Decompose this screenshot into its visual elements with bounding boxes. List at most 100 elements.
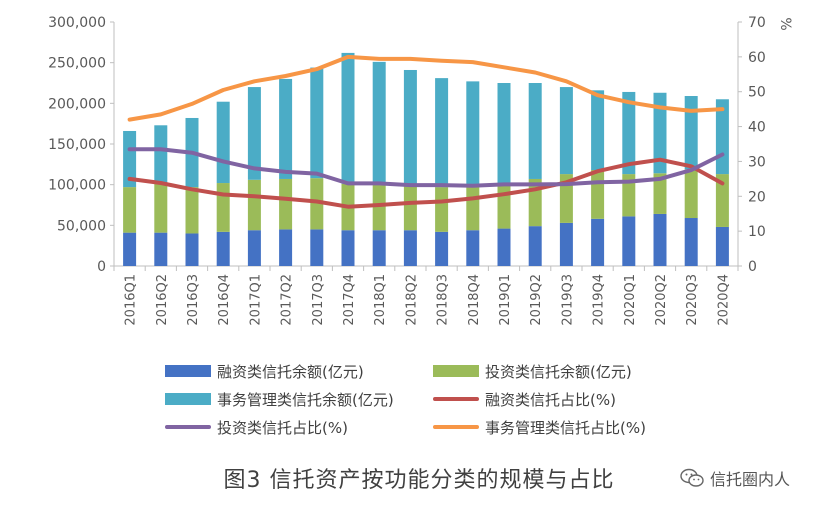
x-tick-label: 2017Q2	[280, 274, 295, 326]
y-right-tick-label: 60	[748, 50, 766, 66]
chart-legend: 融资类信托余额(亿元) 投资类信托余额(亿元) 事务管理类信托余额(亿元) 融资…	[165, 360, 705, 438]
bar-admin-balance	[123, 130, 137, 188]
bar-admin-balance	[216, 101, 230, 184]
y-left-tick-label: 100,000	[48, 178, 106, 194]
bar-financing-balance	[247, 230, 261, 266]
bar-financing-balance	[279, 229, 293, 266]
x-tick-label: 2019Q3	[560, 274, 575, 326]
y-right-tick-label: 0	[748, 259, 757, 275]
y-left-tick-label: 50,000	[57, 218, 106, 234]
bar-financing-balance	[528, 226, 542, 266]
bar-investment-balance	[684, 169, 698, 219]
legend-label-admin-balance: 事务管理类信托余额(亿元)	[217, 390, 394, 409]
bar-admin-balance	[154, 125, 168, 184]
bar-financing-balance	[310, 229, 324, 266]
chart-plot: 0 50,000 100,000 150,000 200,000 250,000 300,0…	[48, 15, 793, 326]
bar-investment-balance	[310, 178, 324, 230]
x-tick-label: 2020Q3	[685, 274, 700, 326]
bar-admin-balance	[372, 61, 386, 185]
watermark-text: 信托圈内人	[710, 470, 791, 489]
bar-investment-balance	[591, 170, 605, 219]
legend-swatch-financing-balance	[165, 365, 211, 377]
bar-financing-balance	[403, 230, 417, 266]
y-left-tick-label: 250,000	[48, 56, 106, 72]
x-tick-label: 2020Q1	[623, 274, 638, 326]
bar-financing-balance	[715, 226, 729, 266]
bar-admin-balance	[559, 87, 573, 175]
bar-admin-balance	[247, 87, 261, 180]
bar-investment-balance	[466, 185, 480, 231]
legend-item-admin-balance: 事务管理类信托余额(亿元)	[165, 388, 433, 410]
x-tick-label: 2016Q1	[124, 274, 139, 326]
bar-investment-balance	[372, 184, 386, 231]
y-right-tick-label: 10	[748, 224, 766, 240]
bar-admin-balance	[435, 78, 449, 188]
bar-financing-balance	[435, 231, 449, 266]
x-tick-label: 2017Q4	[342, 274, 357, 326]
bar-investment-balance	[403, 186, 417, 231]
x-tick-label: 2018Q2	[404, 274, 419, 326]
legend-label-financing-balance: 融资类信托余额(亿元)	[217, 362, 364, 381]
x-tick-label: 2018Q1	[373, 274, 388, 326]
bar-investment-balance	[247, 179, 261, 231]
bar-investment-balance	[715, 174, 729, 227]
line-financing-share	[127, 157, 725, 209]
y-right-tick-label: 30	[748, 154, 766, 170]
bar-investment-balance	[216, 183, 230, 232]
bar-admin-balance	[528, 83, 542, 179]
legend-swatch-admin-share	[433, 425, 479, 429]
bar-investment-balance	[559, 174, 573, 223]
bar-financing-balance	[591, 218, 605, 266]
legend-label-financing-share: 融资类信托占比(%)	[485, 390, 616, 409]
y-right-tick-label: 70	[748, 15, 766, 31]
watermark: 信托圈内人	[680, 463, 830, 493]
bar-investment-balance	[185, 187, 199, 234]
x-tick-label: 2020Q4	[716, 274, 731, 326]
bar-investment-balance	[435, 187, 449, 232]
y-right-tick-label: 50	[748, 85, 766, 101]
bar-financing-balance	[372, 230, 386, 266]
bar-financing-balance	[653, 213, 667, 266]
x-tick-label: 2018Q4	[467, 274, 482, 326]
legend-label-admin-share: 事务管理类信托占比(%)	[485, 418, 646, 437]
bar-financing-balance	[123, 232, 137, 266]
x-tick-label: 2019Q1	[498, 274, 513, 326]
x-tick-label: 2018Q3	[436, 274, 451, 326]
bar-admin-balance	[279, 78, 293, 179]
x-tick-label: 2016Q2	[155, 274, 170, 326]
legend-item-admin-share: 事务管理类信托占比(%)	[433, 416, 693, 438]
bar-investment-balance	[279, 178, 293, 230]
bar-admin-balance	[622, 91, 636, 175]
chart-title: 图3 信托资产按功能分类的规模与占比	[223, 468, 615, 493]
x-tick-label: 2016Q3	[186, 274, 201, 326]
bar-financing-balance	[185, 233, 199, 266]
bar-investment-balance	[154, 183, 168, 233]
y-right-unit-label: %	[777, 17, 793, 30]
bar-admin-balance	[466, 81, 480, 186]
bar-financing-balance	[559, 222, 573, 266]
x-tick-label: 2016Q4	[217, 274, 232, 326]
bar-financing-balance	[466, 230, 480, 266]
y-right-tick-label: 20	[748, 189, 766, 205]
x-tick-label: 2019Q4	[592, 274, 607, 326]
x-tick-label: 2019Q2	[529, 274, 544, 326]
x-tick-label: 2017Q3	[311, 274, 326, 326]
bar-financing-balance	[341, 230, 355, 266]
legend-item-financing-share: 融资类信托占比(%)	[433, 388, 693, 410]
bar-admin-balance	[341, 52, 355, 184]
legend-swatch-financing-share	[433, 397, 479, 401]
bar-financing-balance	[684, 218, 698, 266]
bar-admin-balance	[310, 67, 324, 179]
bar-admin-balance	[403, 69, 417, 187]
line-investment-share	[127, 147, 725, 188]
legend-swatch-investment-balance	[433, 365, 479, 377]
bar-financing-balance	[622, 216, 636, 266]
bar-investment-balance	[653, 173, 667, 214]
bar-financing-balance	[216, 231, 230, 266]
bar-admin-balance	[684, 96, 698, 170]
y-left-tick-label: 0	[97, 259, 106, 275]
legend-label-investment-balance: 投资类信托余额(亿元)	[485, 362, 632, 381]
bar-investment-balance	[622, 174, 636, 217]
bar-admin-balance	[591, 90, 605, 171]
legend-item-investment-share: 投资类信托占比(%)	[165, 416, 433, 438]
